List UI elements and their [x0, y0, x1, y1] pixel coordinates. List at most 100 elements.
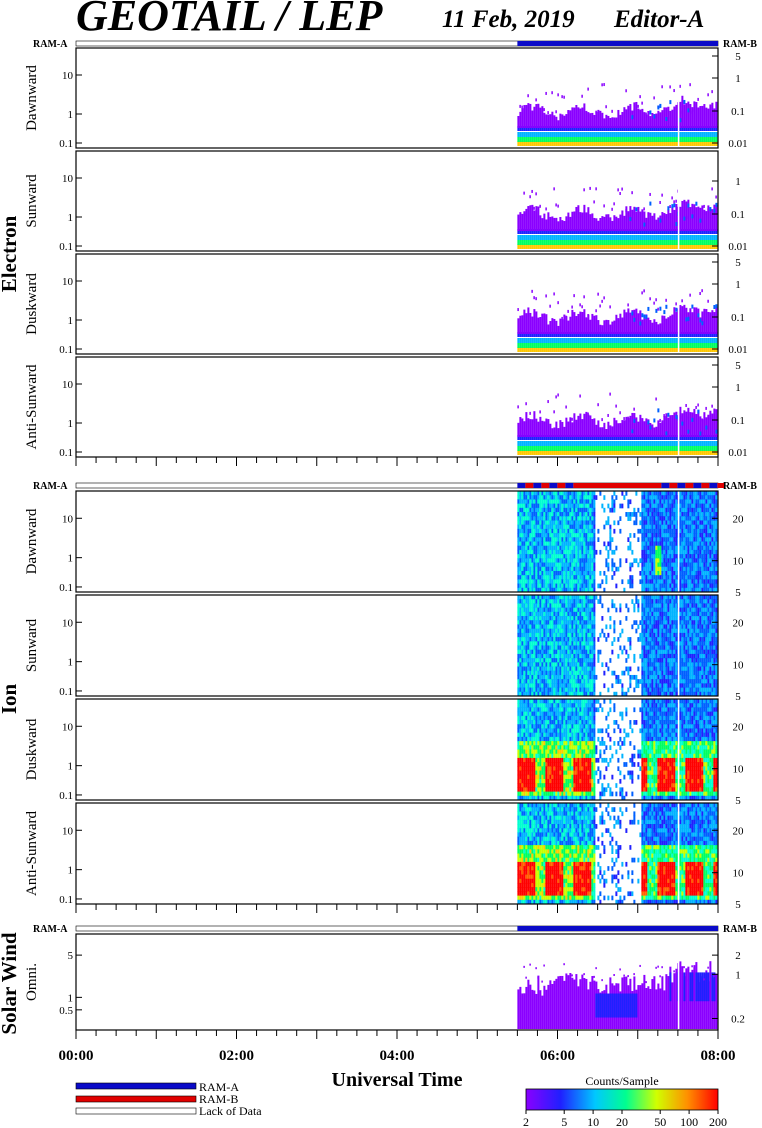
heatmap-cell: [539, 347, 542, 352]
heatmap-cell: [629, 338, 632, 343]
heatmap-cell: [663, 570, 666, 576]
heatmap-cell: [541, 616, 544, 621]
heatmap-cell: [605, 435, 608, 440]
heatmap-cell: [587, 587, 590, 593]
heatmap-cell: [575, 545, 578, 551]
heatmap-cell: [629, 579, 632, 585]
heatmap-cell: [549, 435, 552, 440]
heatmap-cell: [693, 108, 695, 112]
heatmap-cell: [575, 537, 578, 542]
heatmap-cell: [611, 495, 614, 500]
heatmap-cell: [553, 679, 556, 684]
heatmap-cell: [653, 579, 656, 585]
heatmap-cell: [667, 520, 670, 526]
heatmap-cell: [579, 343, 582, 348]
heatmap-cell: [589, 338, 592, 343]
heatmap-cell: [535, 435, 538, 440]
heatmap-cell: [699, 520, 702, 526]
heatmap-cell: [589, 113, 592, 128]
heatmap-cell: [563, 332, 566, 337]
heatmap-cell: [675, 338, 678, 343]
heatmap-cell: [705, 338, 708, 343]
heatmap-cell: [567, 343, 570, 348]
heatmap-cell: [713, 137, 716, 142]
heatmap-cell: [659, 240, 662, 245]
heatmap-cell: [581, 587, 584, 593]
heatmap-cell: [549, 666, 552, 672]
heatmap-cell: [563, 240, 566, 245]
heatmap-cell: [561, 235, 564, 240]
heatmap-cell: [523, 503, 526, 509]
heatmap-cell: [551, 637, 554, 642]
heatmap-cell: [709, 491, 712, 496]
heatmap-cell: [653, 495, 656, 500]
heatmap-cell: [537, 343, 540, 348]
heatmap-cell: [545, 620, 548, 625]
heatmap-cell: [651, 562, 654, 568]
heatmap-cell: [679, 450, 682, 455]
heatmap-cell: [561, 653, 564, 659]
heatmap-cell: [663, 491, 666, 496]
heatmap-cell: [593, 491, 596, 496]
heatmap-cell: [585, 338, 588, 343]
heatmap-cell: [565, 132, 568, 137]
heatmap-cell: [533, 296, 535, 300]
heatmap-cell: [667, 338, 670, 343]
heatmap-cell: [711, 507, 714, 513]
heatmap-cell: [585, 343, 588, 348]
heatmap-cell: [609, 392, 611, 396]
heatmap-cell: [553, 338, 556, 343]
heatmap-cell: [569, 229, 572, 234]
heatmap-cell: [521, 670, 524, 676]
heatmap-cell: [561, 616, 564, 621]
mode-bar-segment: [549, 483, 558, 488]
heatmap-cell: [623, 235, 626, 240]
heatmap-cell: [533, 524, 536, 530]
heatmap-cell: [649, 297, 651, 301]
heatmap-cell: [527, 653, 530, 659]
heatmap-cell: [583, 309, 586, 334]
heatmap-cell: [553, 229, 556, 234]
heatmap-cell: [551, 516, 554, 521]
heatmap-cell: [665, 229, 668, 234]
heatmap-cell: [533, 611, 536, 617]
heatmap-cell: [549, 524, 552, 530]
heatmap-cell: [585, 524, 588, 530]
heatmap-cell: [693, 450, 696, 455]
heatmap-cell: [605, 235, 608, 240]
heatmap-cell: [541, 666, 544, 672]
heatmap-cell: [661, 441, 664, 446]
heatmap-cell: [657, 495, 660, 500]
heatmap-cell: [563, 435, 566, 440]
heatmap-cell: [715, 304, 718, 309]
heatmap-cell: [549, 338, 552, 343]
heatmap-cell: [613, 244, 616, 249]
heatmap-cell: [543, 616, 546, 621]
heatmap-cell: [543, 603, 546, 609]
heatmap-cell: [715, 583, 718, 589]
heatmap-cell: [519, 666, 522, 672]
heatmap-cell: [535, 240, 538, 245]
heatmap-cell: [541, 435, 544, 440]
heatmap-cell: [575, 332, 578, 337]
heatmap-cell: [671, 570, 674, 576]
heatmap-cell: [579, 446, 582, 451]
heatmap-cell: [545, 314, 548, 334]
heatmap-cell: [561, 645, 564, 651]
heatmap-cell: [565, 670, 568, 676]
heatmap-cell: [665, 137, 668, 142]
heatmap-cell: [529, 616, 532, 621]
heatmap-cell: [643, 289, 645, 293]
heatmap-cell: [603, 320, 606, 334]
right-tick-label: 5: [735, 587, 741, 599]
heatmap-cell: [553, 528, 556, 534]
heatmap-cell: [545, 587, 548, 593]
heatmap-cell: [553, 549, 556, 555]
heatmap-cell: [667, 491, 670, 496]
heatmap-cell: [699, 338, 702, 343]
heatmap-cell: [551, 670, 554, 676]
heatmap-cell: [655, 533, 658, 538]
heatmap-cell: [531, 316, 534, 334]
heatmap-cell: [647, 583, 650, 589]
heatmap-cell: [611, 321, 614, 334]
